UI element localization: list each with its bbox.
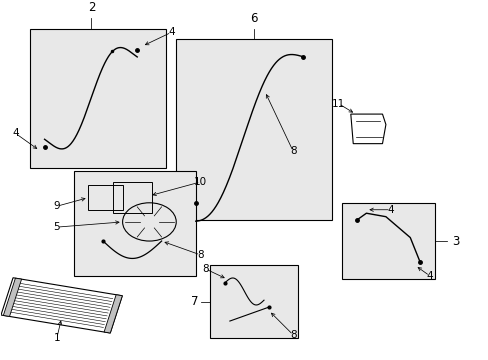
Text: 11: 11 — [331, 99, 345, 109]
Text: 4: 4 — [12, 128, 19, 138]
Bar — [176, 39, 331, 220]
Text: 5: 5 — [53, 222, 60, 232]
Bar — [74, 171, 195, 276]
Text: 10: 10 — [194, 177, 207, 187]
Bar — [30, 29, 166, 168]
Bar — [210, 265, 298, 338]
Polygon shape — [3, 278, 21, 316]
Bar — [88, 185, 122, 210]
Text: 8: 8 — [289, 330, 296, 340]
Text: 4: 4 — [426, 271, 432, 281]
Text: 3: 3 — [451, 235, 458, 248]
Text: 2: 2 — [87, 1, 95, 14]
Text: 8: 8 — [197, 250, 203, 260]
Text: 9: 9 — [53, 201, 60, 211]
Text: 4: 4 — [168, 27, 174, 37]
Text: 1: 1 — [53, 333, 60, 343]
Bar — [113, 182, 152, 213]
Bar — [341, 203, 434, 279]
Text: 4: 4 — [386, 205, 393, 215]
Text: 8: 8 — [289, 147, 296, 157]
Text: 8: 8 — [202, 264, 208, 274]
Text: 7: 7 — [190, 296, 198, 309]
Polygon shape — [104, 295, 122, 333]
Text: 6: 6 — [250, 12, 258, 25]
